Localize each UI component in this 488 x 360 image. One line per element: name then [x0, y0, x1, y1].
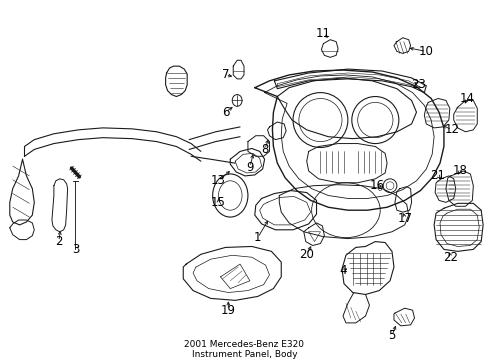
Text: 17: 17 — [396, 212, 411, 225]
Text: 6: 6 — [221, 106, 229, 119]
Text: 1: 1 — [253, 231, 261, 244]
Text: 3: 3 — [72, 243, 79, 256]
Text: 18: 18 — [452, 165, 467, 177]
Text: o: o — [377, 186, 382, 192]
Text: 21: 21 — [429, 170, 445, 183]
Text: 14: 14 — [459, 92, 474, 105]
Text: 16: 16 — [369, 179, 384, 192]
Text: 19: 19 — [221, 303, 235, 317]
Text: 20: 20 — [299, 248, 313, 261]
Text: 22: 22 — [443, 251, 457, 264]
Text: 23: 23 — [410, 78, 425, 91]
Text: 2001 Mercedes-Benz E320
Instrument Panel, Body: 2001 Mercedes-Benz E320 Instrument Panel… — [184, 339, 304, 359]
Text: 10: 10 — [418, 45, 433, 58]
Text: 15: 15 — [211, 196, 225, 209]
Text: 7: 7 — [221, 68, 229, 81]
Text: 2: 2 — [55, 235, 62, 248]
Text: 11: 11 — [315, 27, 330, 40]
Text: 8: 8 — [261, 143, 268, 156]
Text: 13: 13 — [211, 174, 225, 187]
Text: 12: 12 — [444, 123, 458, 136]
Text: 9: 9 — [245, 161, 253, 174]
Text: 4: 4 — [339, 265, 346, 278]
Text: 5: 5 — [387, 329, 395, 342]
